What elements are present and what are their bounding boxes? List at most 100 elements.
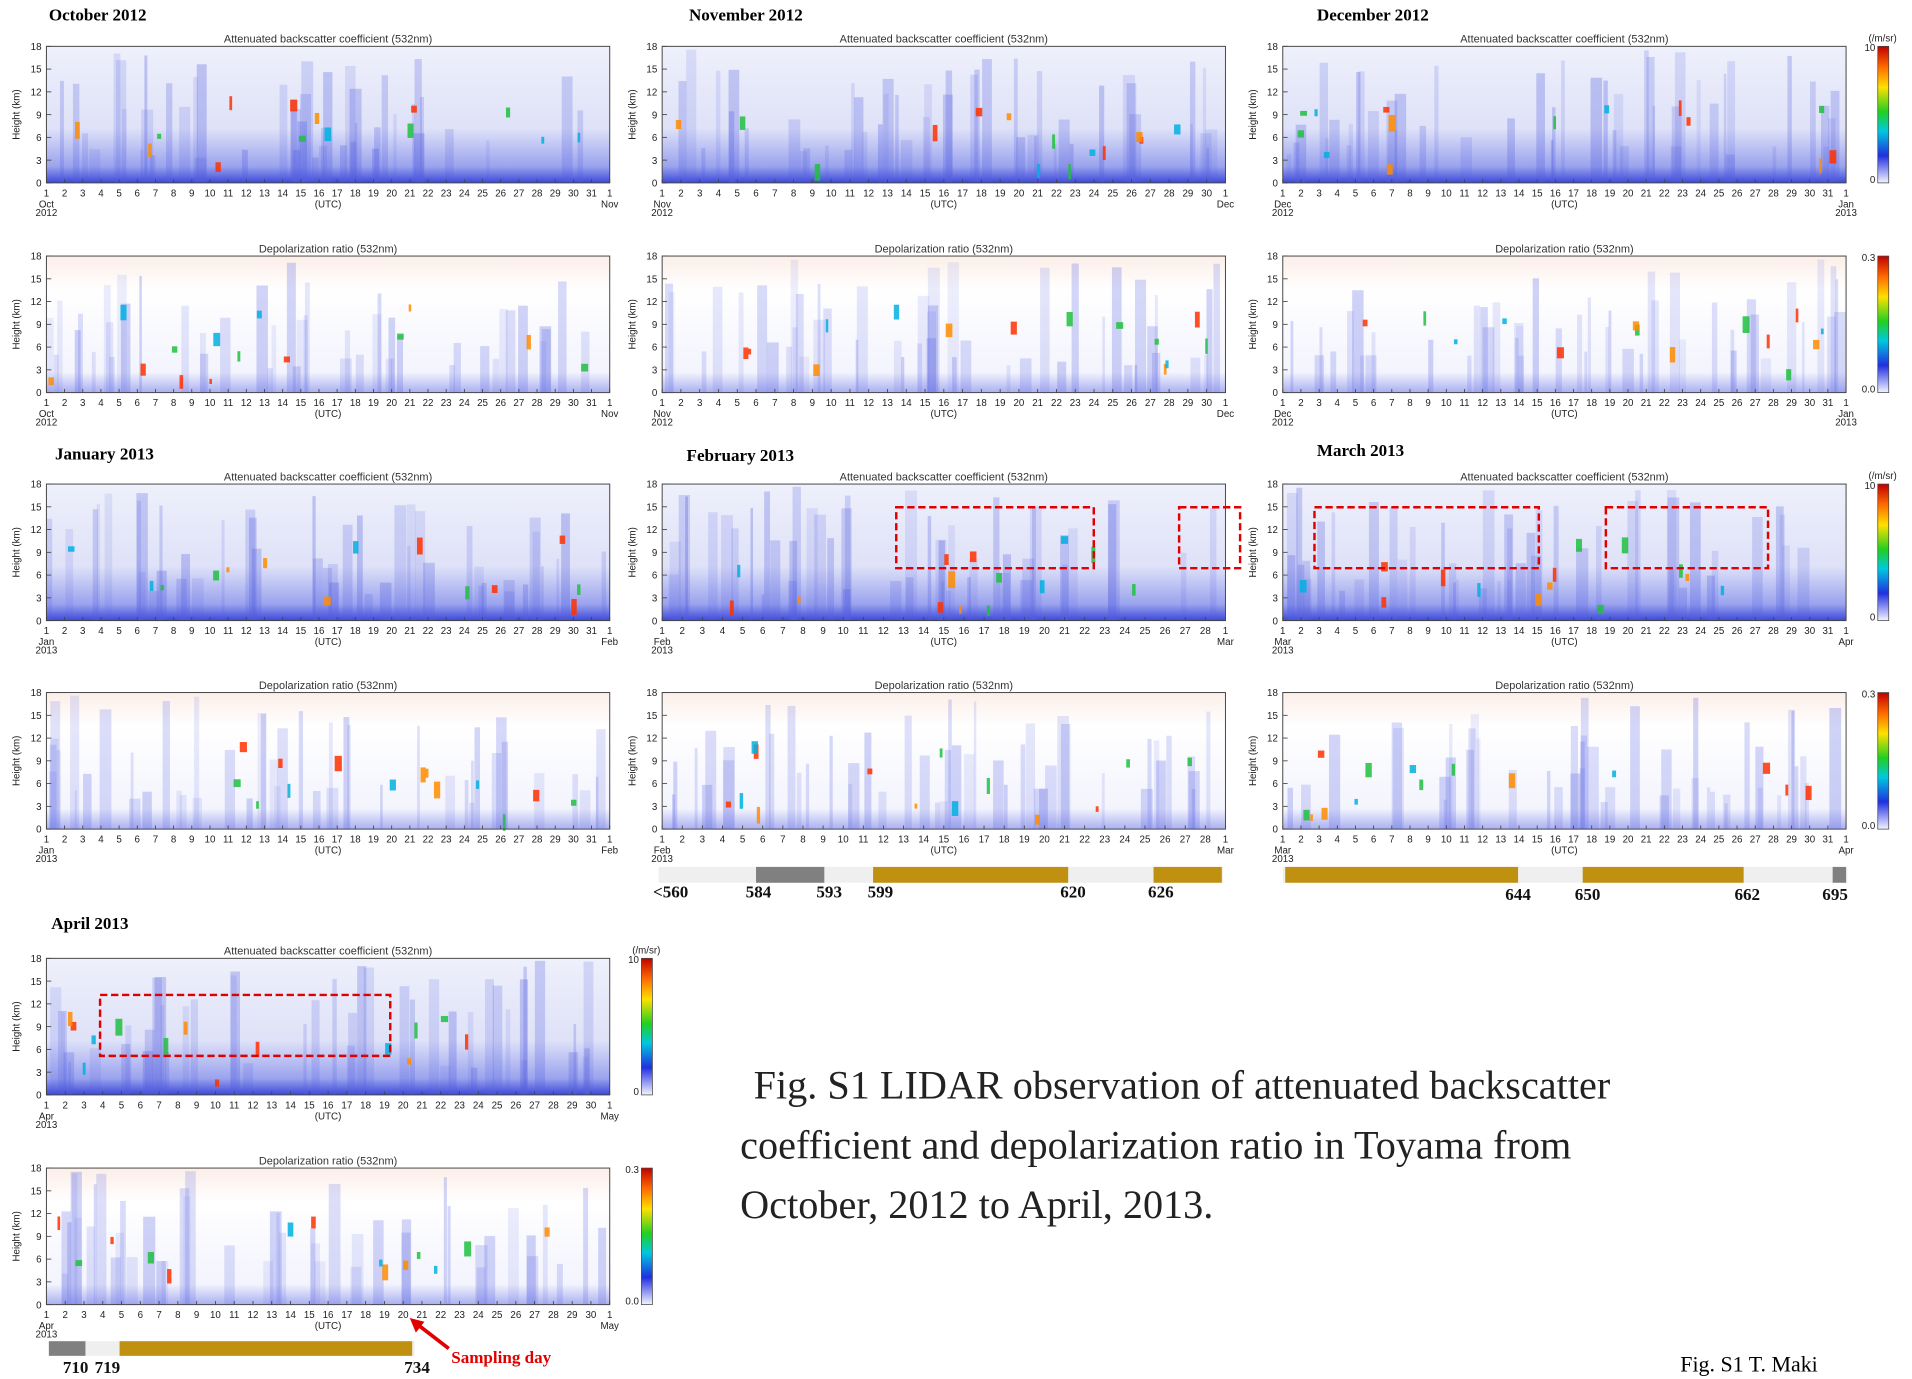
lidar-streak: [1187, 756, 1196, 830]
lidar-streak: [89, 149, 101, 183]
x-tick-label: 30: [1804, 188, 1815, 199]
lidar-feature: [324, 596, 331, 606]
x-tick-label: 1: [44, 1310, 49, 1321]
x-tick-label: 14: [918, 626, 929, 637]
lidar-feature: [1321, 807, 1328, 820]
panel-title: Depolarization ratio (532nm): [1495, 243, 1633, 255]
lidar-feature: [179, 375, 184, 389]
x-tick-label: 16: [938, 188, 949, 199]
lidar-streak: [583, 1187, 589, 1305]
lidar-streak: [1782, 545, 1790, 621]
x-tick-label: 11: [229, 1100, 239, 1111]
lidar-feature: [1039, 580, 1045, 594]
lidar-feature: [414, 1022, 418, 1039]
x-tick-label: 1: [44, 835, 49, 846]
x-tick-label: 15: [295, 835, 306, 846]
lidar-streak: [314, 1261, 326, 1305]
x-tick-label: 8: [175, 1310, 180, 1321]
lidar-streak: [74, 790, 78, 830]
lidar-streak: [1460, 137, 1472, 183]
lidar-streak: [310, 1243, 321, 1305]
lidar-feature: [1036, 163, 1041, 179]
x-axis-label: (UTC): [315, 199, 342, 210]
lidar-image: [662, 46, 1226, 183]
lidar-streak: [1068, 528, 1078, 621]
lidar-streak: [93, 1184, 97, 1305]
lidar-streak: [249, 517, 257, 621]
x-tick-label: 4: [1335, 626, 1341, 637]
x-tick-label: 19: [1604, 626, 1615, 637]
lidar-image: [1282, 46, 1847, 183]
lidar-streak: [1779, 514, 1785, 621]
colorbar-label: 0.0: [625, 1297, 639, 1308]
lidar-streak: [484, 1236, 496, 1305]
lidar-feature: [996, 573, 1002, 583]
panel-title: Attenuated backscatter coefficient (532n…: [224, 34, 432, 46]
x-tick-label: 10: [826, 188, 837, 199]
lidar-streak: [993, 497, 1000, 621]
lidar-feature: [75, 1260, 83, 1267]
lidar-streak: [312, 496, 316, 621]
sampling-label: 626: [1148, 882, 1174, 901]
lidar-streak: [556, 558, 560, 621]
lidar-streak: [1020, 580, 1033, 621]
lidar-streak: [61, 1273, 69, 1305]
lidar-feature: [1556, 347, 1564, 359]
lidar-feature: [948, 571, 956, 589]
x-tick-label: 22: [423, 835, 434, 846]
lidar-streak: [795, 293, 804, 393]
x-axis-label: (UTC): [315, 1321, 342, 1332]
lidar-streak: [1022, 558, 1035, 621]
x-tick-label: 8: [791, 188, 796, 199]
x-tick-label: 20: [398, 1100, 409, 1111]
x-year-label: 2013: [36, 854, 58, 865]
lidar-feature: [465, 586, 470, 600]
y-tick-label: 3: [652, 594, 657, 605]
y-tick-label: 9: [36, 110, 41, 121]
x-tick-label: 28: [532, 626, 543, 637]
lidar-streak: [792, 327, 798, 393]
lidar-feature: [1365, 762, 1372, 778]
lidar-feature: [311, 1216, 316, 1229]
x-tick-label: 28: [1768, 188, 1779, 199]
y-tick-label: 12: [1267, 734, 1278, 745]
x-tick-label: 23: [441, 835, 452, 846]
lidar-streak: [1147, 739, 1152, 830]
x-tick-label: 17: [1568, 626, 1579, 637]
y-tick-label: 12: [646, 297, 657, 308]
lidar-streak: [1723, 73, 1727, 183]
lidar-streak: [817, 284, 821, 393]
lidar-streak: [1497, 581, 1501, 621]
lidar-feature: [287, 1222, 294, 1237]
y-tick-label: 6: [36, 343, 41, 354]
lidar-streak: [165, 1052, 170, 1095]
y-tick-label: 9: [652, 110, 657, 121]
lidar-streak: [1603, 80, 1608, 183]
sampling-label: 593: [816, 882, 842, 901]
x-tick-label: 27: [1750, 835, 1761, 846]
x-tick-label: 28: [548, 1310, 559, 1321]
lidar-streak: [522, 584, 529, 621]
lidar-streak: [1122, 75, 1135, 183]
x-tick-label: 29: [550, 188, 561, 199]
x-tick-label: 26: [495, 835, 506, 846]
x-tick-label: 28: [532, 398, 543, 409]
lidar-streak: [310, 1228, 316, 1305]
lidar-streak: [380, 784, 383, 830]
lidar-streak: [355, 354, 364, 393]
lidar-streak: [1746, 299, 1756, 393]
lidar-streak: [183, 1196, 191, 1305]
lidar-feature: [91, 1035, 96, 1045]
lidar-feature: [57, 1216, 61, 1231]
lidar-streak: [176, 578, 187, 621]
panel-title: Depolarization ratio (532nm): [875, 680, 1013, 692]
y-tick-label: 3: [1272, 594, 1277, 605]
x-tick-label: 28: [532, 835, 543, 846]
x-tick-label: 14: [901, 398, 912, 409]
lidar-streak: [1550, 139, 1554, 183]
lidar-streak: [664, 283, 674, 393]
x-tick-label: 26: [1732, 626, 1743, 637]
x-tick-label: 21: [1641, 626, 1652, 637]
x-tick-label: 10: [205, 188, 216, 199]
lidar-streak: [496, 717, 507, 830]
